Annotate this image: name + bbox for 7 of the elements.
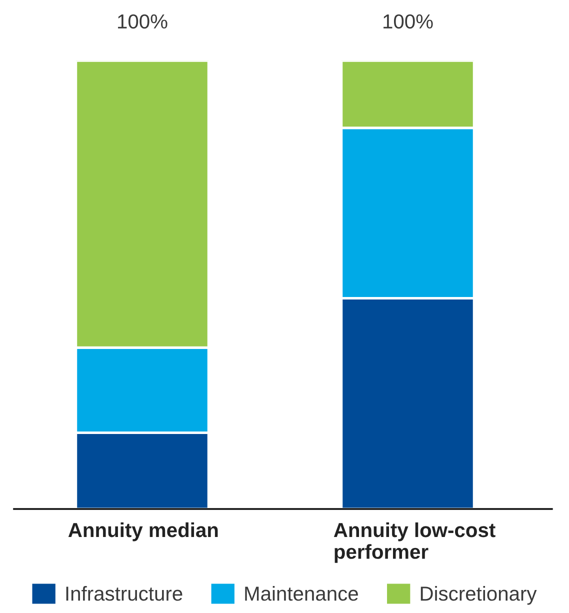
legend-label: Discretionary bbox=[420, 586, 537, 605]
x-tick-label: Annuity median bbox=[68, 522, 218, 542]
legend-label: Infrastructure bbox=[66, 586, 182, 601]
total-label: 100% bbox=[118, 14, 168, 29]
total-label: 100% bbox=[384, 14, 433, 29]
x-tick-label: Annuity low-cost performer bbox=[334, 522, 496, 563]
legend-label: Maintenance bbox=[245, 586, 358, 601]
